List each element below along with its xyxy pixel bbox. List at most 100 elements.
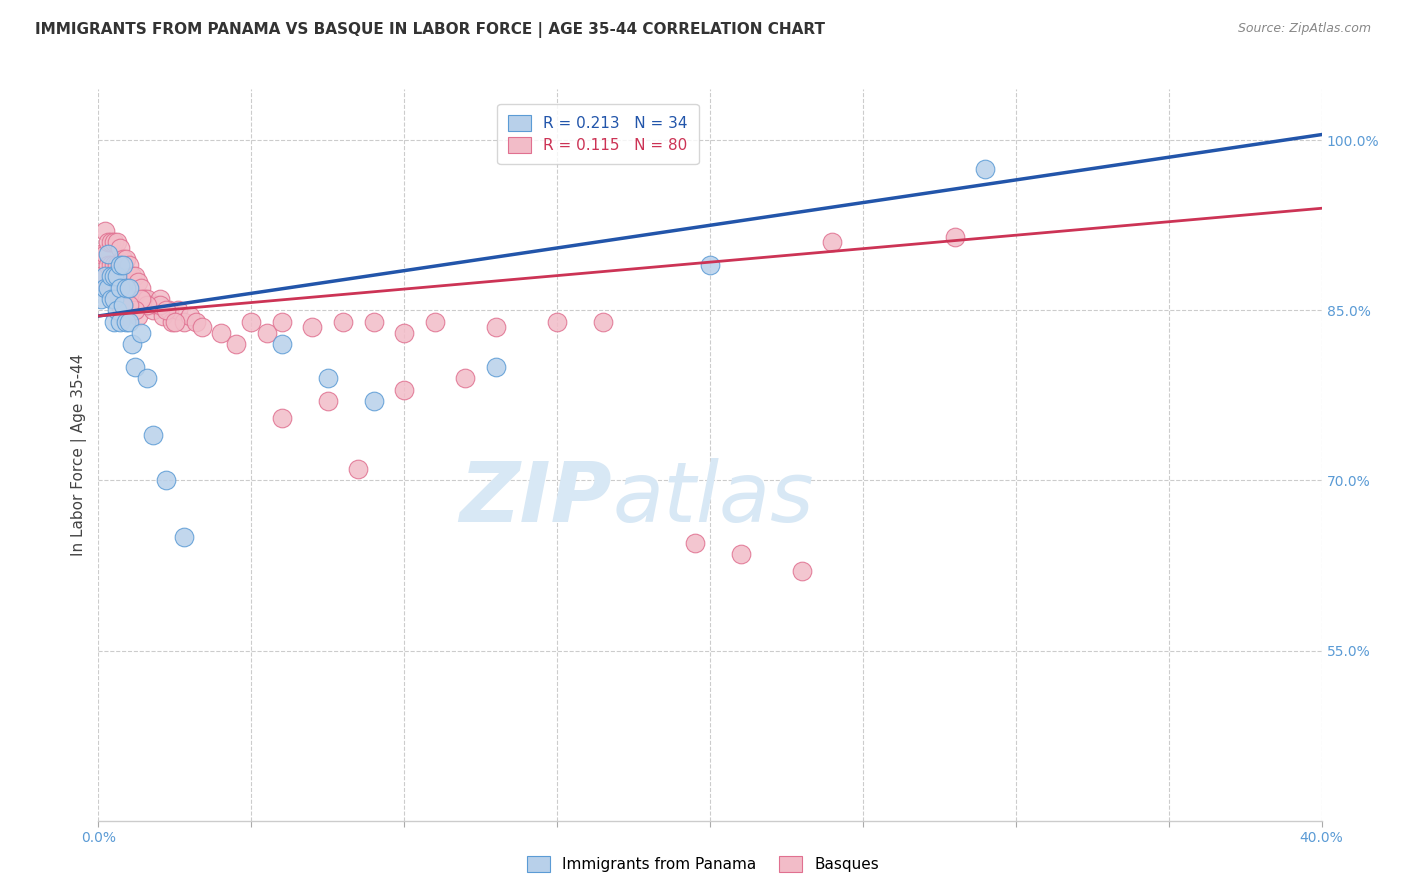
Point xyxy=(90,269,112,284)
Point xyxy=(546,315,568,329)
Point xyxy=(111,258,134,272)
Point xyxy=(93,246,115,260)
Point xyxy=(127,309,149,323)
Point xyxy=(93,224,115,238)
Point xyxy=(485,359,508,374)
Point xyxy=(115,315,138,329)
Point xyxy=(90,292,112,306)
Point xyxy=(155,303,177,318)
Point xyxy=(730,547,752,561)
Point xyxy=(186,315,208,329)
Point xyxy=(103,292,125,306)
Point xyxy=(136,298,159,312)
Point xyxy=(332,315,354,329)
Point xyxy=(173,315,195,329)
Point xyxy=(97,280,120,294)
Point xyxy=(136,292,159,306)
Point xyxy=(118,280,141,294)
Point xyxy=(100,292,122,306)
Point xyxy=(103,269,125,284)
Point xyxy=(97,258,120,272)
Point xyxy=(127,275,149,289)
Point xyxy=(270,411,292,425)
Point xyxy=(139,298,162,312)
Point xyxy=(155,474,177,488)
Point xyxy=(347,462,370,476)
Point xyxy=(105,269,128,284)
Point xyxy=(103,280,125,294)
Point xyxy=(118,298,141,312)
Text: ZIP: ZIP xyxy=(460,458,612,540)
Point xyxy=(100,235,122,250)
Legend: R = 0.213   N = 34, R = 0.115   N = 80: R = 0.213 N = 34, R = 0.115 N = 80 xyxy=(498,104,699,163)
Point xyxy=(240,315,263,329)
Point xyxy=(943,229,966,244)
Point xyxy=(97,280,120,294)
Point xyxy=(173,530,195,544)
Point xyxy=(134,292,156,306)
Point xyxy=(103,315,125,329)
Point xyxy=(423,315,446,329)
Text: IMMIGRANTS FROM PANAMA VS BASQUE IN LABOR FORCE | AGE 35-44 CORRELATION CHART: IMMIGRANTS FROM PANAMA VS BASQUE IN LABO… xyxy=(35,22,825,38)
Point xyxy=(93,280,115,294)
Point xyxy=(129,280,152,294)
Y-axis label: In Labor Force | Age 35-44: In Labor Force | Age 35-44 xyxy=(72,354,87,556)
Point xyxy=(485,320,508,334)
Point xyxy=(145,298,167,312)
Point xyxy=(115,252,138,267)
Point xyxy=(97,235,120,250)
Point xyxy=(316,394,339,409)
Point xyxy=(111,252,134,267)
Point xyxy=(90,246,112,260)
Point xyxy=(108,263,131,277)
Point xyxy=(108,280,131,294)
Point xyxy=(163,315,186,329)
Point xyxy=(93,280,115,294)
Point xyxy=(699,258,721,272)
Point xyxy=(108,258,131,272)
Point xyxy=(149,292,172,306)
Point xyxy=(167,303,190,318)
Point xyxy=(108,298,131,312)
Point xyxy=(105,235,128,250)
Point xyxy=(129,326,152,340)
Point xyxy=(111,309,134,323)
Point xyxy=(142,303,165,318)
Point xyxy=(103,258,125,272)
Point xyxy=(115,286,138,301)
Point xyxy=(118,315,141,329)
Text: Source: ZipAtlas.com: Source: ZipAtlas.com xyxy=(1237,22,1371,36)
Point xyxy=(100,258,122,272)
Point xyxy=(209,326,232,340)
Point xyxy=(111,298,134,312)
Point xyxy=(100,269,122,284)
Point xyxy=(103,235,125,250)
Point xyxy=(93,269,115,284)
Point xyxy=(225,337,247,351)
Point xyxy=(256,326,278,340)
Point xyxy=(124,303,146,318)
Point xyxy=(115,280,138,294)
Point xyxy=(160,315,183,329)
Point xyxy=(270,337,292,351)
Point xyxy=(105,258,128,272)
Point xyxy=(136,371,159,385)
Point xyxy=(179,309,201,323)
Point xyxy=(301,320,323,334)
Point xyxy=(974,161,997,176)
Point xyxy=(821,235,844,250)
Point xyxy=(124,269,146,284)
Point xyxy=(118,258,141,272)
Point xyxy=(97,246,120,260)
Point xyxy=(191,320,214,334)
Point xyxy=(316,371,339,385)
Point xyxy=(392,326,416,340)
Point xyxy=(454,371,477,385)
Point xyxy=(592,315,614,329)
Point xyxy=(129,292,152,306)
Point xyxy=(111,298,134,312)
Point xyxy=(152,309,174,323)
Point xyxy=(105,286,128,301)
Point xyxy=(121,298,143,312)
Point xyxy=(149,298,172,312)
